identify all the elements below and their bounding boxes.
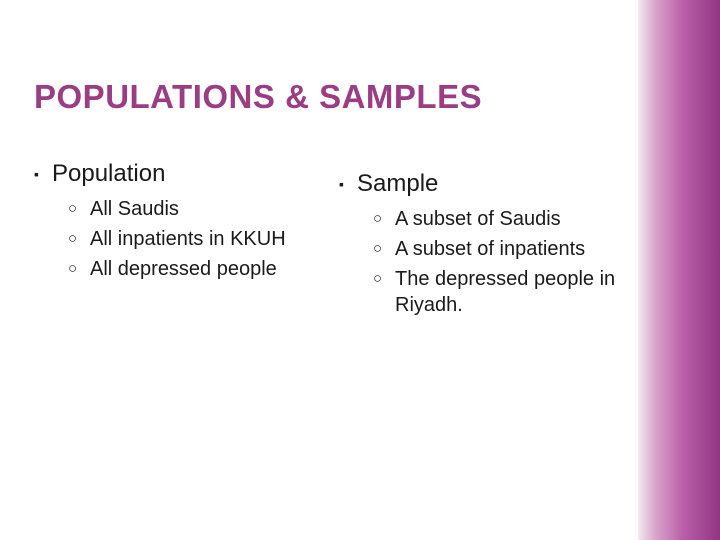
list-item-text: All inpatients in KKUH (90, 226, 292, 252)
sidebar-gradient (638, 0, 720, 540)
list-item-text: A subset of Saudis (395, 206, 567, 232)
list-item: ○ A subset of Saudis (373, 206, 634, 232)
slide-content: POPULATIONS & SAMPLES ▪ Population ○ All… (0, 0, 638, 540)
list-item: ○ All Saudis (68, 196, 329, 222)
list-item: ○ A subset of inpatients (373, 236, 634, 262)
list-item: ○ The depressed people in Riyadh. (373, 266, 634, 318)
left-heading: Population (52, 160, 165, 188)
list-item: ○ All depressed people (68, 256, 329, 282)
bullet-circle-icon: ○ (68, 256, 90, 282)
list-item-text: All Saudis (90, 196, 185, 222)
bullet-circle-icon: ○ (68, 196, 90, 222)
left-sub-list: ○ All Saudis ○ All inpatients in KKUH ○ … (68, 196, 329, 282)
slide-title: POPULATIONS & SAMPLES (34, 78, 482, 116)
columns-container: ▪ Population ○ All Saudis ○ All inpatien… (34, 160, 634, 322)
bullet-square-icon: ▪ (34, 160, 52, 188)
list-item: ○ All inpatients in KKUH (68, 226, 329, 252)
bullet-circle-icon: ○ (373, 266, 395, 292)
right-heading-row: ▪ Sample (339, 170, 634, 198)
left-column: ▪ Population ○ All Saudis ○ All inpatien… (34, 160, 329, 322)
right-column: ▪ Sample ○ A subset of Saudis ○ A subset… (339, 170, 634, 322)
bullet-circle-icon: ○ (68, 226, 90, 252)
list-item-text: The depressed people in Riyadh. (395, 266, 634, 318)
left-heading-row: ▪ Population (34, 160, 329, 188)
right-sub-list: ○ A subset of Saudis ○ A subset of inpat… (373, 206, 634, 318)
bullet-circle-icon: ○ (373, 206, 395, 232)
bullet-square-icon: ▪ (339, 170, 357, 198)
list-item-text: All depressed people (90, 256, 283, 282)
bullet-circle-icon: ○ (373, 236, 395, 262)
list-item-text: A subset of inpatients (395, 236, 591, 262)
right-heading: Sample (357, 170, 438, 198)
